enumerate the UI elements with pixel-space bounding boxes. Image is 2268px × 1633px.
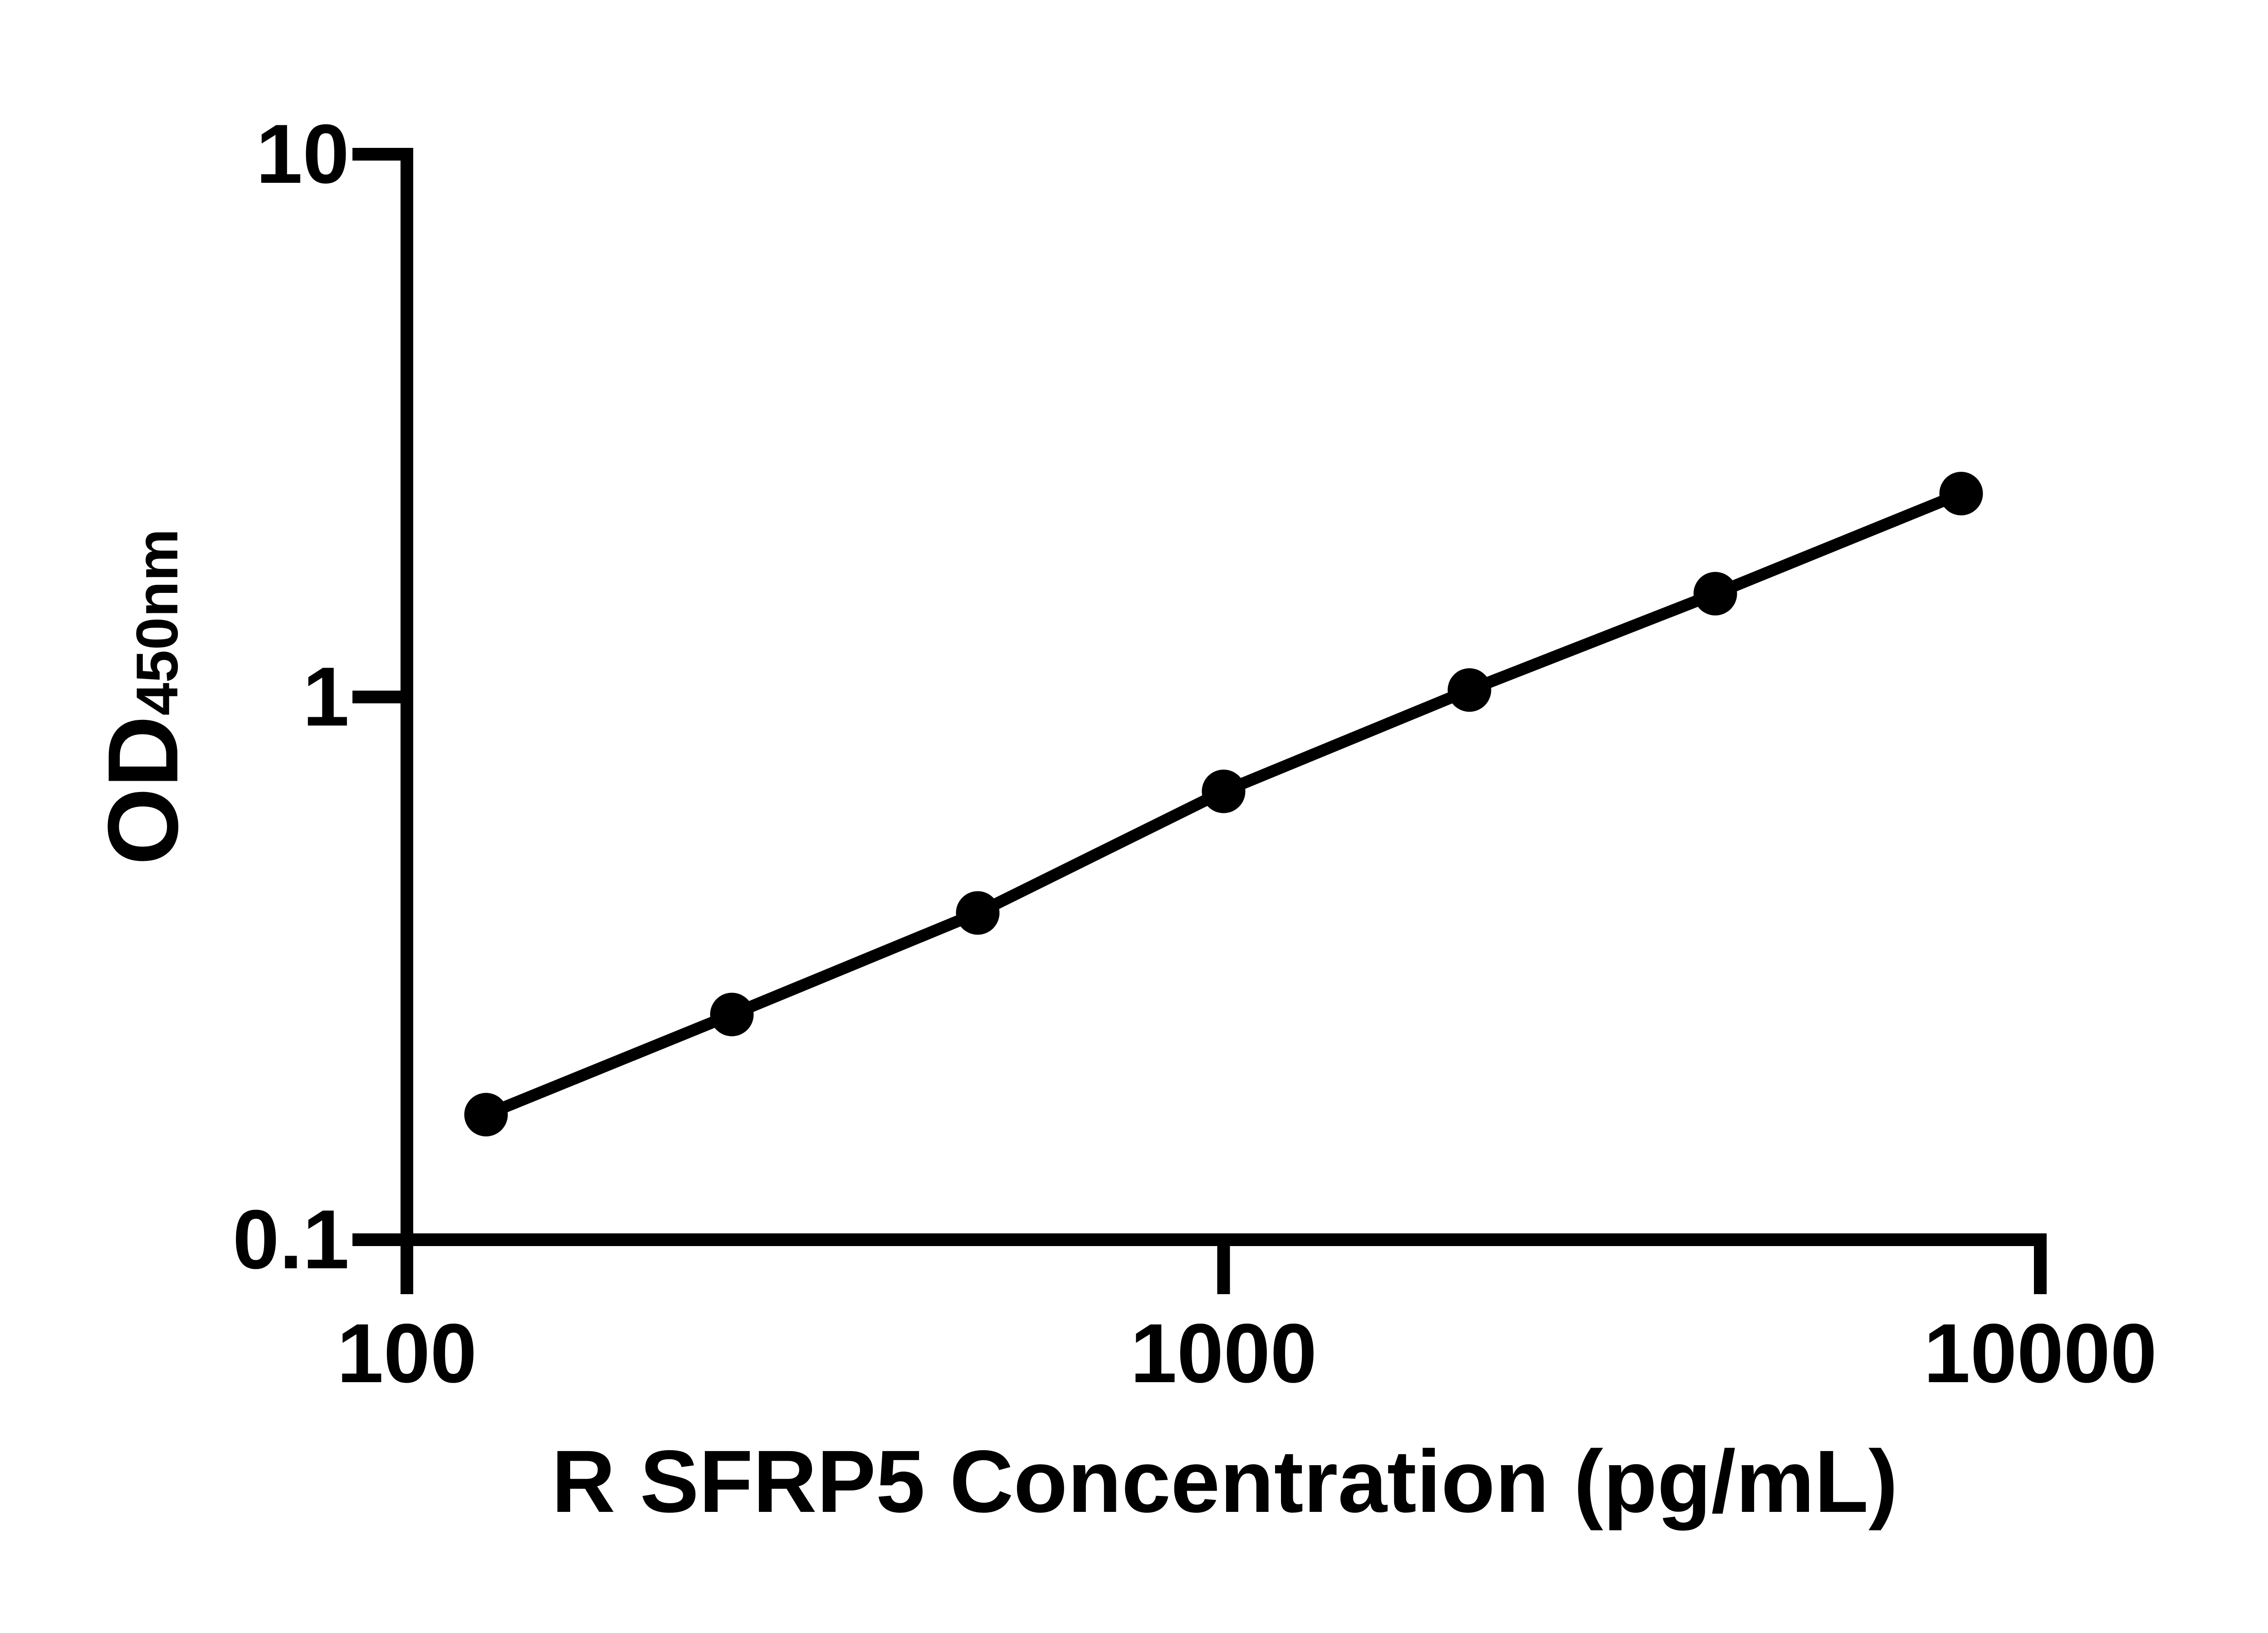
- od-label: OD: [87, 715, 199, 865]
- y-tick-label-1: 1: [303, 650, 349, 744]
- data-point-250: [710, 993, 754, 1037]
- x-axis-title: R SFRP5 Concentration (pg/mL): [552, 1432, 1898, 1531]
- y-tick-label-10: 10: [256, 108, 349, 201]
- data-point-500: [956, 891, 1000, 935]
- od-subscript-label: 450nm: [124, 529, 190, 716]
- data-point-1000: [1202, 769, 1246, 813]
- x-tick-label-10000: 10000: [1924, 1307, 2157, 1400]
- y-axis-title: OD450nm: [87, 529, 199, 865]
- data-point-125: [464, 1093, 508, 1137]
- data-point-8000: [1939, 472, 1983, 516]
- x-tick-label-1000: 1000: [1130, 1307, 1317, 1400]
- x-tick-label-100: 100: [337, 1307, 477, 1400]
- data-point-2000: [1447, 668, 1491, 712]
- data-point-4000: [1693, 572, 1737, 616]
- y-tick-label-0.1: 0.1: [233, 1193, 349, 1286]
